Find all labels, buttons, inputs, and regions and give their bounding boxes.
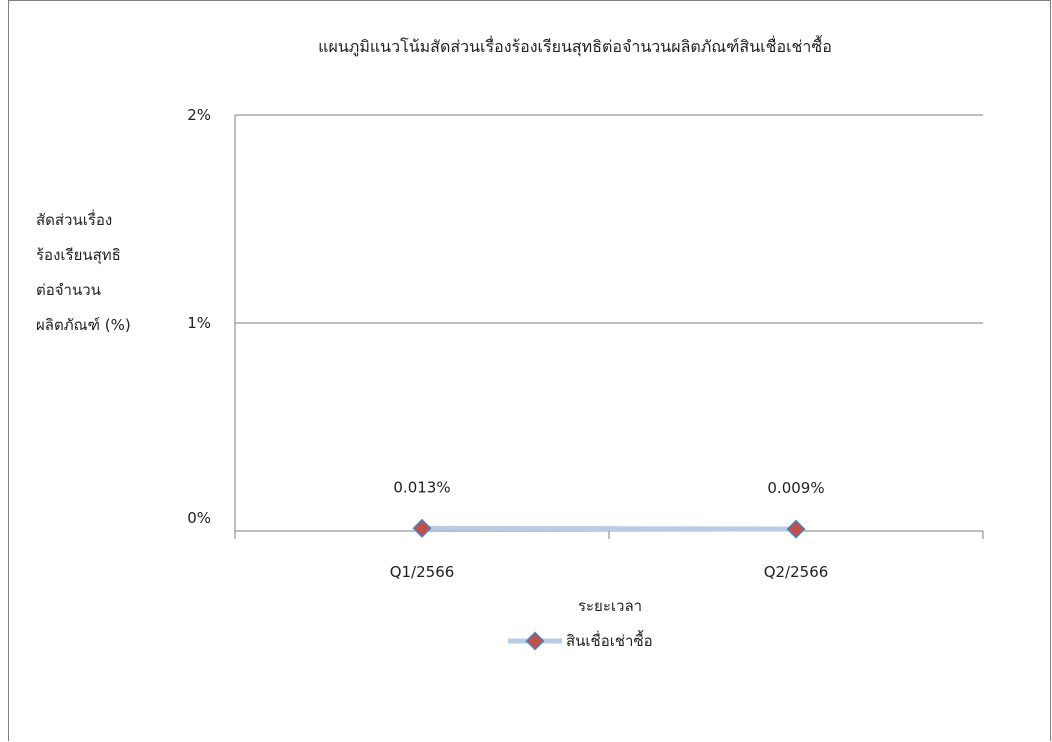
y-tick-label: 2% bbox=[187, 106, 211, 124]
data-point-marker[interactable] bbox=[412, 518, 432, 538]
y-axis-label: สัดส่วนเรื่อง ร้องเรียนสุทธิ ต่อจำนวน ผล… bbox=[36, 203, 186, 343]
x-tick-label: Q2/2566 bbox=[764, 563, 829, 581]
data-labels: 0.013% 0.009% bbox=[393, 478, 824, 497]
data-label: 0.013% bbox=[393, 478, 450, 496]
x-tick-label: Q1/2566 bbox=[390, 563, 455, 581]
y-axis-label-line: ต่อจำนวน bbox=[36, 281, 101, 299]
gridlines bbox=[235, 114, 983, 324]
series-layer bbox=[412, 518, 806, 539]
x-tick-labels: Q1/2566 Q2/2566 bbox=[390, 563, 829, 581]
data-label: 0.009% bbox=[767, 479, 824, 497]
chart-frame bbox=[8, 0, 1051, 741]
legend-label: สินเชื่อเช่าซื้อ bbox=[566, 630, 653, 650]
y-axis-label-line: ร้องเรียนสุทธิ bbox=[36, 246, 121, 264]
y-axis-label-line: สัดส่วนเรื่อง bbox=[36, 211, 113, 229]
series-line bbox=[419, 525, 799, 532]
y-tick-labels: 0% 1% 2% bbox=[187, 106, 211, 527]
y-tick-label: 0% bbox=[187, 509, 211, 527]
axes bbox=[234, 115, 984, 539]
x-axis-label: ระยะเวลา bbox=[578, 597, 642, 615]
legend-marker-swatch bbox=[525, 631, 545, 651]
legend[interactable]: สินเชื่อเช่าซื้อ bbox=[508, 630, 653, 651]
y-tick-label: 1% bbox=[187, 314, 211, 332]
data-point-marker[interactable] bbox=[786, 519, 806, 539]
y-axis-label-line: ผลิตภัณฑ์ (%) bbox=[36, 316, 131, 334]
chart-title: แผนภูมิแนวโน้มสัดส่วนเรื่องร้องเรียนสุทธ… bbox=[318, 35, 832, 57]
